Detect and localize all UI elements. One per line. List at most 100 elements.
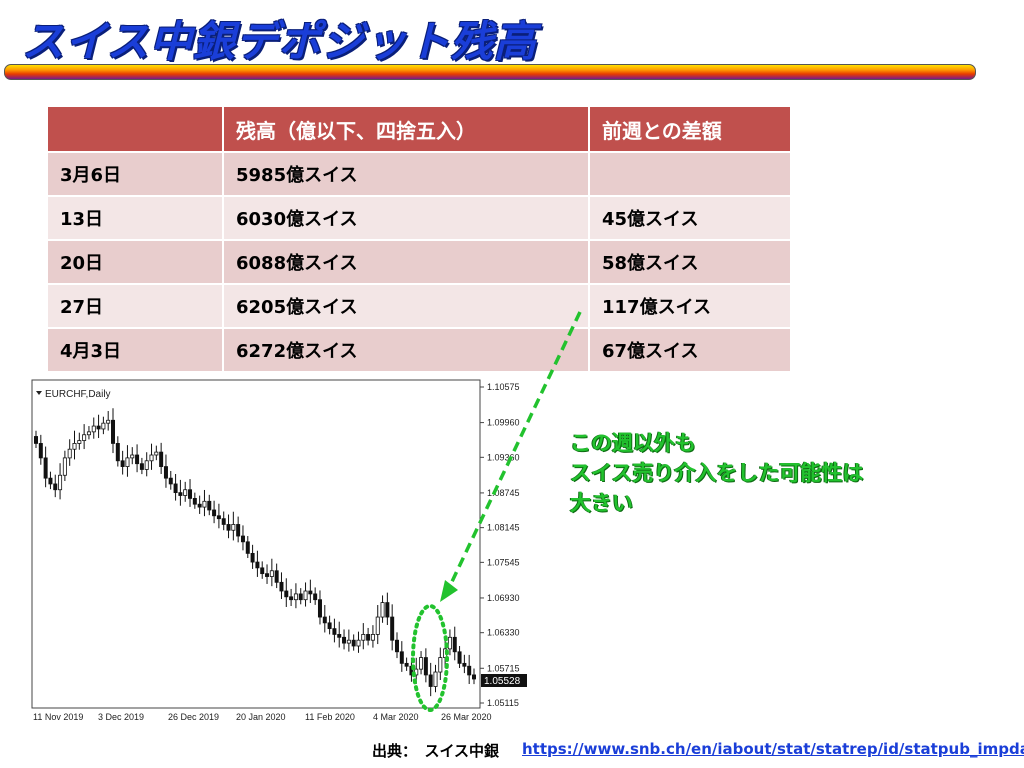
candle-body <box>43 457 48 479</box>
candle-body <box>101 422 106 430</box>
candle-body <box>423 657 428 676</box>
price-tick-label: 1.05715 <box>487 663 520 673</box>
date-tick-label: 3 Dec 2019 <box>98 712 144 722</box>
date-axis: 11 Nov 2019 3 Dec 2019 26 Dec 2019 20 Jan 2… <box>33 712 492 722</box>
candle-body <box>375 616 380 635</box>
candle-body <box>212 509 217 517</box>
price-axis: 1.10575 1.09960 1.09360 1.08745 1.08145 1.075… <box>480 382 520 708</box>
chart-dropdown-icon <box>36 391 42 395</box>
candle-body <box>351 639 356 647</box>
candle-body <box>125 457 130 467</box>
candle-body <box>467 665 472 676</box>
candle-body <box>168 477 173 485</box>
candle-body <box>115 443 120 462</box>
cell-diff <box>588 151 792 197</box>
header-balance: 残高（億以下、四捨五入） <box>222 105 590 153</box>
candle-body <box>274 570 279 583</box>
header-date <box>46 105 224 153</box>
candle-body <box>82 434 87 441</box>
candle-body <box>322 616 327 624</box>
candle-body <box>284 590 289 598</box>
candle-body <box>404 662 409 667</box>
price-tick-label: 1.08145 <box>487 523 520 533</box>
candle-body <box>289 596 294 601</box>
date-tick-label: 4 Mar 2020 <box>373 712 419 722</box>
cell-balance: 5985億スイス <box>222 151 590 197</box>
candle-body <box>385 602 390 618</box>
candle-body <box>390 616 395 641</box>
price-tick-label: 1.05115 <box>487 698 519 708</box>
candle-body <box>245 541 250 554</box>
table-row: 4月3日 6272億スイス 67億スイス <box>46 327 792 373</box>
cell-balance: 6272億スイス <box>222 327 590 373</box>
table-row: 13日 6030億スイス 45億スイス <box>46 195 792 241</box>
candle-body <box>192 498 197 505</box>
candle-body <box>202 500 207 508</box>
candle-body <box>96 425 101 430</box>
candle-body <box>86 431 91 436</box>
candle-body <box>139 463 144 470</box>
candle-body <box>380 602 385 618</box>
candle-body <box>356 639 361 647</box>
candles-group <box>34 408 476 697</box>
candle-body <box>260 567 265 575</box>
header-diff: 前週との差額 <box>588 105 792 153</box>
table-row: 27日 6205億スイス 117億スイス <box>46 283 792 329</box>
candle-body <box>250 552 255 563</box>
candle-body <box>53 483 58 491</box>
date-tick-label: 26 Mar 2020 <box>441 712 492 722</box>
chart-plot-frame <box>31 379 481 709</box>
candle-body <box>154 451 159 456</box>
candle-body <box>462 662 467 667</box>
cell-balance: 6205億スイス <box>222 283 590 329</box>
candle-body <box>394 639 399 653</box>
candle-body <box>38 443 43 459</box>
candle-body <box>48 477 53 485</box>
candle-body <box>457 651 462 664</box>
candle-body <box>173 483 178 494</box>
candle-body <box>62 457 67 476</box>
candle-body <box>231 524 236 531</box>
source-link[interactable]: https://www.snb.ch/en/iabout/stat/statre… <box>522 740 1024 758</box>
price-tick-label: 1.10575 <box>487 382 520 392</box>
price-tick-label: 1.09360 <box>487 452 520 462</box>
page-title: スイス中銀デポジット残高 <box>22 17 537 66</box>
chart-symbol-label: EURCHF,Daily <box>45 389 111 400</box>
candle-body <box>471 674 476 680</box>
candle-body <box>111 419 116 444</box>
date-tick-label: 11 Nov 2019 <box>33 712 83 722</box>
candle-body <box>265 573 270 577</box>
candle-body <box>236 524 241 537</box>
date-tick-label: 26 Dec 2019 <box>168 712 219 722</box>
candle-body <box>452 636 457 653</box>
candle-body <box>91 425 96 433</box>
candle-body <box>428 674 433 687</box>
cell-date: 4月3日 <box>46 327 224 373</box>
candle-body <box>317 599 322 618</box>
date-tick-label: 20 Jan 2020 <box>236 712 286 722</box>
price-tick-label: 1.09960 <box>487 418 520 428</box>
candle-body <box>313 593 318 601</box>
candle-body <box>240 535 245 543</box>
table-row: 3月6日 5985億スイス <box>46 151 792 197</box>
candle-body <box>188 489 193 499</box>
candle-body <box>337 634 342 638</box>
candle-body <box>361 634 366 641</box>
deposit-table: 残高（億以下、四捨五入） 前週との差額 3月6日 5985億スイス 13日 60… <box>46 105 792 373</box>
candle-body <box>216 515 221 520</box>
source-label: 出典： スイス中銀 <box>372 742 500 760</box>
candle-body <box>130 454 135 459</box>
pointer-arrow-line <box>446 311 582 591</box>
candle-body <box>346 639 351 644</box>
price-tick-label: 1.06930 <box>487 593 520 603</box>
candle-body <box>399 651 404 664</box>
candle-body <box>163 466 168 479</box>
candle-body <box>308 590 313 595</box>
candle-body <box>149 454 154 462</box>
candle-body <box>226 524 231 531</box>
cell-balance: 6030億スイス <box>222 195 590 241</box>
cell-diff: 67億スイス <box>588 327 792 373</box>
candle-body <box>67 448 72 459</box>
price-tick-label: 1.06330 <box>487 628 520 638</box>
